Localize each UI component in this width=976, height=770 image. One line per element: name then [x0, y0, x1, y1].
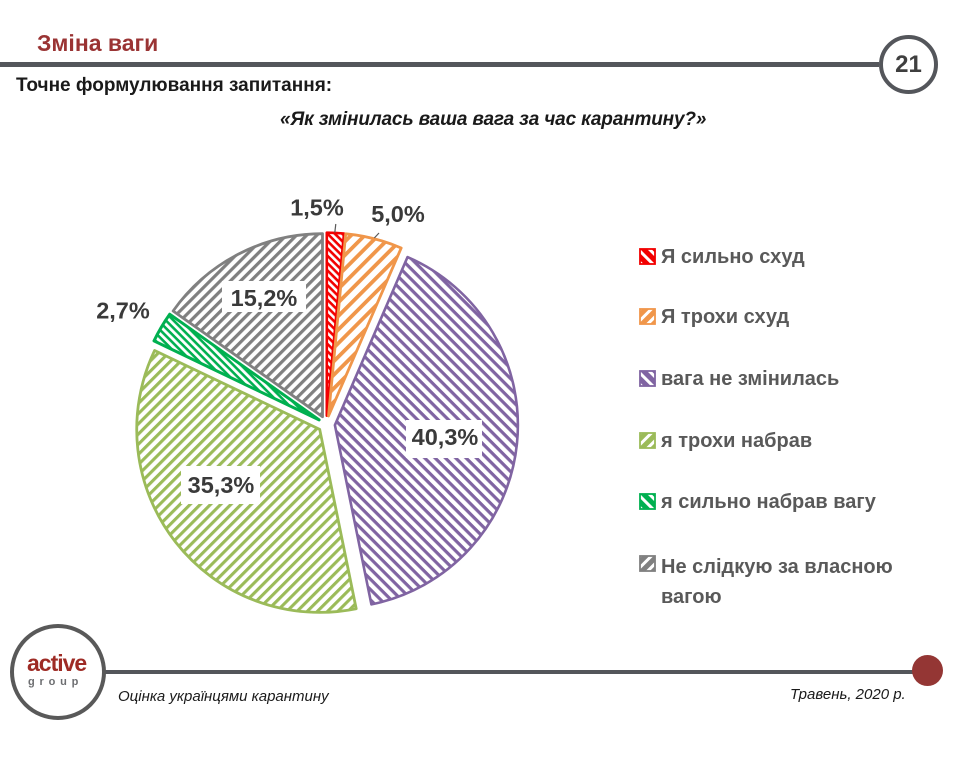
svg-text:1,5%: 1,5%	[290, 195, 344, 221]
svg-text:35,3%: 35,3%	[188, 472, 255, 498]
svg-text:40,3%: 40,3%	[412, 424, 479, 450]
svg-text:15,2%: 15,2%	[231, 285, 298, 311]
svg-text:2,7%: 2,7%	[96, 298, 150, 324]
svg-text:5,0%: 5,0%	[371, 201, 425, 227]
